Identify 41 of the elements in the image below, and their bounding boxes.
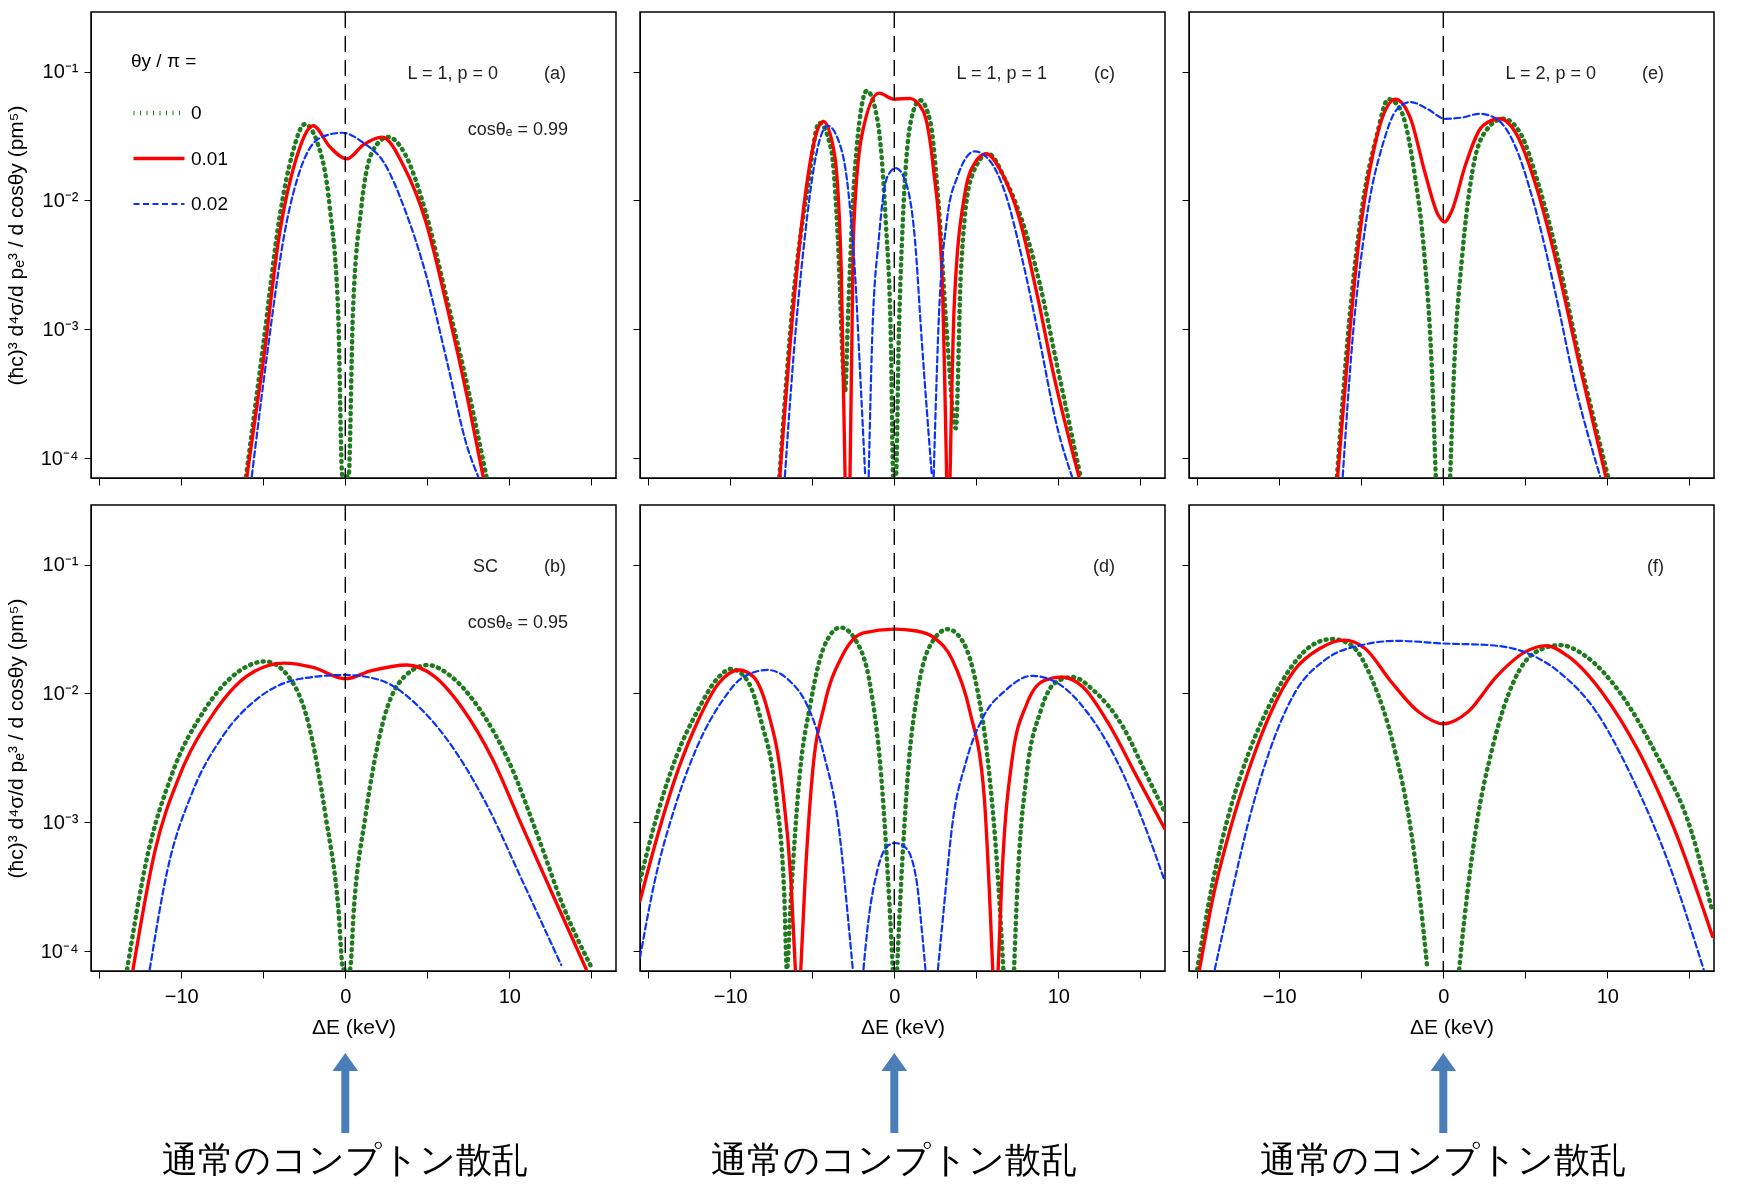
y-tick-label: 10⁻² (42, 188, 79, 211)
annotation: (e) (1642, 63, 1664, 83)
x-tick-label: 10 (1047, 984, 1070, 1007)
annotation: (f) (1647, 556, 1664, 576)
y-tick-label: 10⁻¹ (42, 553, 79, 576)
x-axis-title: ΔE (keV) (311, 1014, 397, 1038)
annotation: cosθₑ = 0.99 (467, 119, 568, 139)
annotation: L = 1, p = 0 (407, 63, 498, 83)
y-axis-title: (ħc)³ d⁴σ/d pₑ³ / d cosθy (pm⁵) (3, 105, 27, 386)
text: 通常のコンプトン散乱 (162, 1139, 529, 1180)
legend-title: θy / π = (131, 50, 197, 71)
x-tick-label: −10 (1262, 984, 1297, 1007)
y-tick-label: 10⁻² (42, 681, 79, 704)
annotation: (d) (1093, 556, 1115, 576)
x-tick-label: −10 (713, 984, 748, 1007)
legend-label: 0.01 (191, 147, 228, 169)
y-tick-label: 10⁻⁴ (40, 939, 79, 962)
legend-label: 0.02 (191, 193, 228, 214)
annotation: L = 2, p = 0 (1505, 63, 1596, 83)
annotation: (c) (1094, 63, 1115, 83)
x-tick-label: 0 (1438, 984, 1450, 1007)
annotation: cosθₑ = 0.95 (467, 612, 568, 632)
text: 通常のコンプトン散乱 (1260, 1139, 1627, 1180)
y-tick-label: 10⁻¹ (42, 60, 79, 83)
y-tick-label: 10⁻³ (42, 317, 79, 340)
annotation: (a) (544, 63, 566, 83)
x-axis-title: ΔE (keV) (1409, 1014, 1495, 1038)
x-tick-label: 0 (340, 984, 352, 1007)
annotation: L = 1, p = 1 (956, 63, 1047, 83)
annotation: SC (472, 556, 498, 576)
x-tick-label: 10 (498, 984, 521, 1007)
legend-label: 0 (191, 102, 202, 123)
x-axis-title: ΔE (keV) (860, 1014, 946, 1038)
x-tick-label: 10 (1596, 984, 1619, 1007)
y-tick-label: 10⁻⁴ (40, 446, 79, 469)
text: 通常のコンプトン散乱 (711, 1139, 1078, 1180)
x-tick-label: −10 (164, 984, 199, 1007)
y-axis-title: (ħc)³ d⁴σ/d pₑ³ / d cosθy (pm⁵) (3, 598, 27, 879)
x-tick-label: 0 (889, 984, 901, 1007)
annotation: (b) (544, 556, 566, 576)
y-tick-label: 10⁻³ (42, 810, 79, 833)
